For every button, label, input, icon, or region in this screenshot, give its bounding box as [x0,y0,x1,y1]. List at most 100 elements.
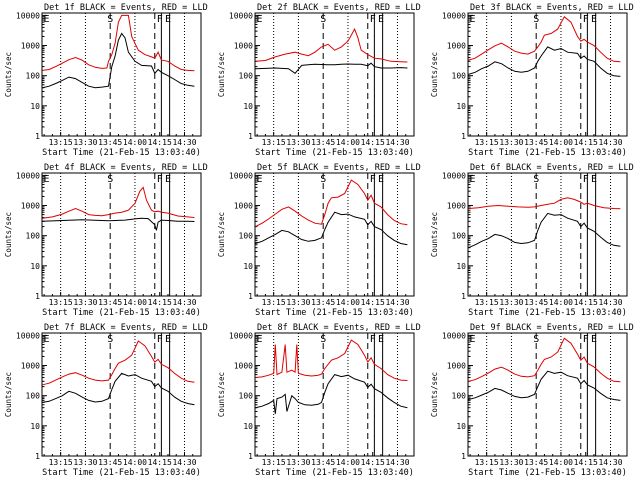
phase-marker-label: E [378,174,384,185]
plot-frame [254,172,415,297]
phase-marker-label: E [469,174,475,185]
x-tick-label: 13:30 [286,298,310,307]
phase-marker-label: F [370,334,376,345]
y-tick-label: 10 [243,102,253,111]
x-tick-label: 14:15 [574,458,598,467]
y-tick-label: 10000 [16,11,40,20]
plot-frame [467,172,628,297]
x-tick-label: 13:15 [49,138,73,147]
x-tick-label: 14:15 [574,138,598,147]
y-tick-label: 100 [452,232,467,241]
phase-marker-label: E [256,174,262,185]
y-axis-label: Counts/sec [4,372,13,417]
y-tick-label: 10000 [229,11,253,20]
phase-marker-label: F [157,14,163,25]
phase-marker-label: F [157,174,163,185]
y-tick-label: 1 [461,452,466,461]
events-series-line [468,212,621,249]
x-tick-label: 14:00 [549,458,573,467]
x-tick-label: 13:30 [499,298,523,307]
phase-marker-label: F [583,334,589,345]
y-tick-label: 1000 [234,362,253,371]
panel-det-1f: Det 1f BLACK = Events, RED = LLD 13:15 13:… [4,3,208,158]
phase-marker-label: E [591,174,597,185]
plot-frame [467,332,628,457]
panel-title: Det 8f BLACK = Events, RED = LLD [257,323,421,333]
x-tick-label: 14:30 [385,298,409,307]
y-axis-label: Counts/sec [217,372,226,417]
y-tick-label: 10000 [229,171,253,180]
panel-title: Det 1f BLACK = Events, RED = LLD [44,3,208,13]
panel-title: Det 7f BLACK = Events, RED = LLD [44,323,208,333]
panel-title: Det 5f BLACK = Events, RED = LLD [257,163,421,173]
x-axis-label: Start Time (21-Feb-15 13:03:40) [42,308,201,318]
x-tick-label: 13:30 [73,458,97,467]
phase-marker-label: E [469,14,475,25]
phase-marker-label: F [583,14,589,25]
x-axis-label: Start Time (21-Feb-15 13:03:40) [255,148,414,158]
panel-title: Det 3f BLACK = Events, RED = LLD [470,3,634,13]
x-tick-label: 13:45 [311,458,335,467]
y-tick-label: 100 [239,392,254,401]
lld-series-line [255,179,408,228]
events-series-line [255,62,408,74]
y-axis-label: Counts/sec [217,52,226,97]
lld-series-line [468,197,621,210]
panel-det-5f: Det 5f BLACK = Events, RED = LLD 13:15 13:… [217,163,421,318]
x-tick-label: 13:30 [286,458,310,467]
x-tick-label: 14:30 [598,138,622,147]
x-tick-label: 14:15 [574,298,598,307]
y-tick-label: 1000 [21,202,40,211]
x-tick-label: 14:00 [336,298,360,307]
plot-frame [254,12,415,137]
x-tick-label: 14:15 [148,298,172,307]
phase-marker-label: F [583,174,589,185]
phase-marker-label: S [107,334,113,345]
y-tick-label: 10 [456,102,466,111]
x-tick-label: 13:45 [311,138,335,147]
lld-series-line [42,186,195,219]
y-tick-label: 10000 [16,331,40,340]
lld-series-line [468,337,621,383]
events-series-line [42,32,195,89]
phase-marker-label: S [107,174,113,185]
events-series-line [468,46,621,77]
events-series-line [42,217,195,231]
y-axis-label: Counts/sec [4,212,13,257]
y-tick-label: 10 [456,262,466,271]
x-tick-label: 14:00 [336,138,360,147]
y-axis-label: Counts/sec [430,52,439,97]
phase-marker-label: S [533,334,539,345]
y-tick-label: 1000 [447,42,466,51]
y-tick-label: 100 [26,392,41,401]
x-tick-label: 14:00 [549,138,573,147]
y-tick-label: 1000 [234,42,253,51]
x-tick-label: 14:15 [361,458,385,467]
panel-title: Det 4f BLACK = Events, RED = LLD [44,163,208,173]
x-tick-label: 14:00 [123,298,147,307]
y-tick-label: 1000 [234,202,253,211]
y-tick-label: 1000 [447,202,466,211]
lld-series-line [42,14,195,72]
x-tick-label: 13:45 [98,138,122,147]
x-tick-label: 13:15 [262,458,286,467]
x-tick-label: 13:15 [262,298,286,307]
x-tick-label: 13:30 [499,138,523,147]
x-axis-label: Start Time (21-Feb-15 13:03:40) [42,148,201,158]
lld-series-line [255,27,408,63]
y-tick-label: 10 [30,422,40,431]
x-tick-label: 14:00 [336,458,360,467]
x-tick-label: 13:45 [524,458,548,467]
x-tick-label: 14:30 [172,298,196,307]
lld-series-line [255,339,408,381]
phase-marker-label: E [378,334,384,345]
x-tick-label: 13:30 [499,458,523,467]
plot-frame [41,12,202,137]
